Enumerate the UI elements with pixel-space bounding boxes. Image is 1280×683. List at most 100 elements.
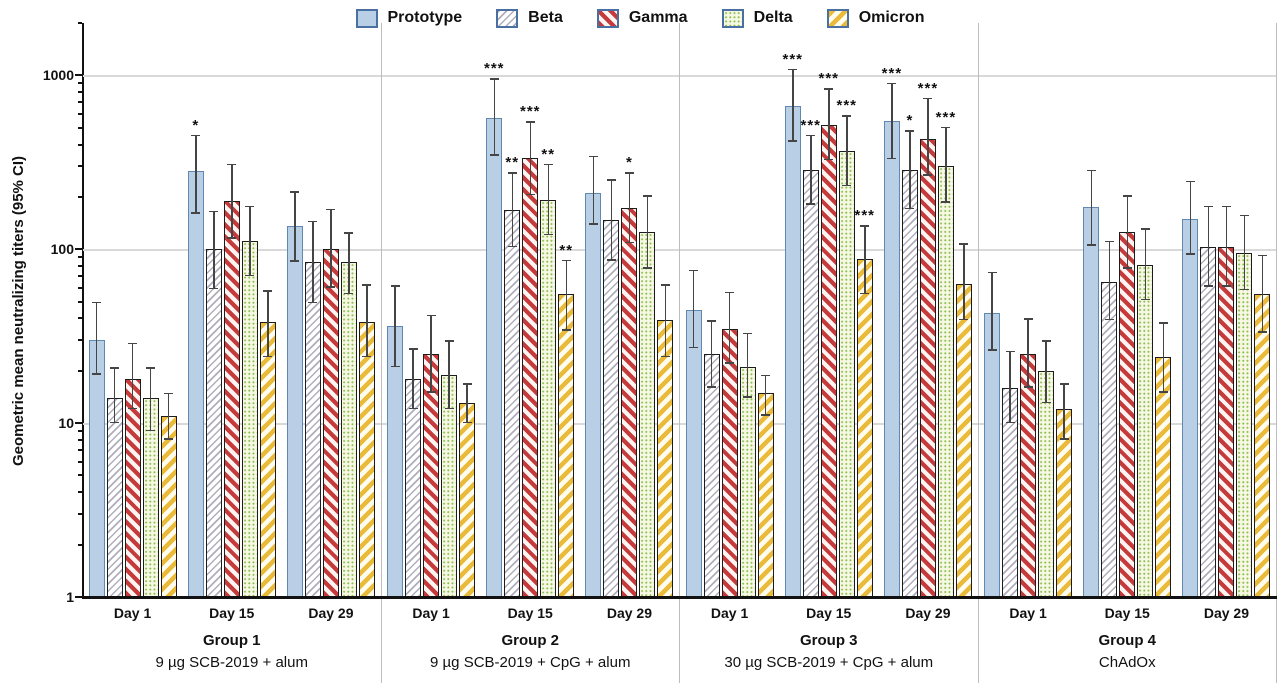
error-bar xyxy=(565,259,567,331)
y-minor-tick xyxy=(78,449,82,452)
error-cap-bottom xyxy=(444,407,454,410)
error-cap-bottom xyxy=(263,355,273,358)
error-cap-top xyxy=(660,284,670,286)
bar-omicron-group-1-day-1 xyxy=(160,23,177,597)
error-cap-bottom xyxy=(1221,285,1231,287)
y-minor-tick xyxy=(78,430,82,433)
error-cap-bottom xyxy=(525,193,535,196)
group-name: Group 3 xyxy=(799,632,858,649)
y-minor-tick xyxy=(78,438,82,441)
error-bar xyxy=(131,342,134,410)
error-cap-bottom xyxy=(842,184,852,187)
error-cap-bottom xyxy=(1203,285,1213,287)
y-minor-tick xyxy=(78,126,82,129)
error-bar xyxy=(547,163,549,236)
error-bar xyxy=(592,155,595,225)
bar-rect xyxy=(621,208,638,597)
bar-rect xyxy=(937,166,954,597)
bar-prototype-group-1-day-1 xyxy=(88,23,105,597)
bar-rect xyxy=(1236,253,1253,597)
error-cap-bottom xyxy=(1023,386,1033,388)
legend-swatch-beta-icon xyxy=(496,8,519,28)
bar-rect xyxy=(160,415,177,597)
y-minor-tick xyxy=(78,317,82,320)
error-cap-top xyxy=(525,121,535,123)
legend-label: Gamma xyxy=(628,9,688,26)
error-bar xyxy=(664,284,667,358)
error-bar xyxy=(828,88,830,161)
significance-marker: *** xyxy=(917,79,939,97)
cluster-group-3-day-15: *** *** *** *** *** xyxy=(779,23,878,597)
cluster-group-4-day-1 xyxy=(979,23,1078,597)
day-label: Day 29 xyxy=(606,605,652,621)
error-bar xyxy=(267,290,269,358)
bar-rect xyxy=(585,193,602,597)
bar-rect xyxy=(1137,265,1154,597)
error-cap-top xyxy=(507,172,517,174)
bar-prototype-group-2-day-1 xyxy=(387,23,404,597)
error-bar xyxy=(95,301,98,375)
bar-rect xyxy=(703,353,720,597)
error-cap-bottom xyxy=(887,157,897,160)
error-cap-bottom xyxy=(806,203,816,205)
y-minor-tick xyxy=(78,112,82,115)
bar-rect xyxy=(685,309,702,597)
chart-area: * Day 1 Day 15 Day 29 Group 1 9 µg SCB-2019 +… xyxy=(81,23,1277,683)
error-cap-top xyxy=(1122,195,1132,197)
day-label: Day 15 xyxy=(806,605,852,621)
error-cap-top xyxy=(227,163,237,166)
bar-rect xyxy=(883,121,900,597)
error-cap-top xyxy=(489,78,499,80)
bar-rect xyxy=(639,232,656,597)
bar-rect xyxy=(802,170,819,597)
bar-prototype-group-4-day-15 xyxy=(1083,23,1100,597)
error-cap-bottom xyxy=(390,365,400,368)
bar-gamma-group-3-day-1 xyxy=(721,23,738,597)
x-axis-line xyxy=(81,595,1277,599)
bar-delta-group-1-day-1 xyxy=(142,23,159,597)
legend-label: Delta xyxy=(753,9,793,26)
error-bar xyxy=(430,314,432,393)
error-cap-bottom xyxy=(326,286,336,288)
error-cap-top xyxy=(642,195,652,197)
y-axis-title: Geometric mean neutralizing titers (95% … xyxy=(10,155,27,467)
day-label: Day 1 xyxy=(412,605,450,621)
error-cap-top xyxy=(462,383,472,385)
bar-prototype-group-2-day-15: *** xyxy=(484,23,504,597)
bar-delta-group-3-day-15: *** xyxy=(836,23,856,597)
error-cap-top xyxy=(191,134,201,137)
y-major-tick xyxy=(75,422,82,425)
error-cap-bottom xyxy=(1104,318,1114,321)
cluster-group-4-day-29 xyxy=(1177,23,1276,597)
bar-gamma-group-4-day-15 xyxy=(1119,23,1136,597)
group-treatment: 30 µg SCB-2019 + CpG + alum xyxy=(724,654,934,671)
bar-prototype-group-4-day-1 xyxy=(984,23,1001,597)
error-cap-bottom xyxy=(92,373,102,375)
error-bar xyxy=(348,232,350,295)
bar-omicron-group-4-day-29 xyxy=(1254,23,1271,597)
error-bar xyxy=(792,68,794,142)
bar-rect xyxy=(657,320,674,597)
y-major-tick xyxy=(75,596,82,598)
bar-rect xyxy=(241,240,258,597)
error-bar xyxy=(448,340,450,410)
error-cap-bottom xyxy=(959,318,969,321)
error-cap-bottom xyxy=(624,241,634,244)
error-bar xyxy=(1261,254,1264,333)
bar-rect xyxy=(522,157,539,597)
error-cap-top xyxy=(959,243,969,245)
significance-marker: *** xyxy=(782,50,803,68)
y-minor-tick xyxy=(78,491,82,494)
error-cap-top xyxy=(1185,180,1195,183)
error-cap-bottom xyxy=(1140,298,1150,301)
gridline-10 xyxy=(83,423,1277,425)
error-cap-bottom xyxy=(561,329,571,331)
bar-beta-group-2-day-1 xyxy=(405,23,422,597)
cluster-group-4-day-15 xyxy=(1078,23,1177,597)
day-label: Day 15 xyxy=(209,605,255,621)
y-minor-tick xyxy=(78,543,82,546)
error-cap-top xyxy=(1140,228,1150,230)
legend-swatch-omicron-icon xyxy=(826,8,849,28)
significance-marker: *** xyxy=(818,70,839,88)
bar-rect xyxy=(784,105,801,597)
